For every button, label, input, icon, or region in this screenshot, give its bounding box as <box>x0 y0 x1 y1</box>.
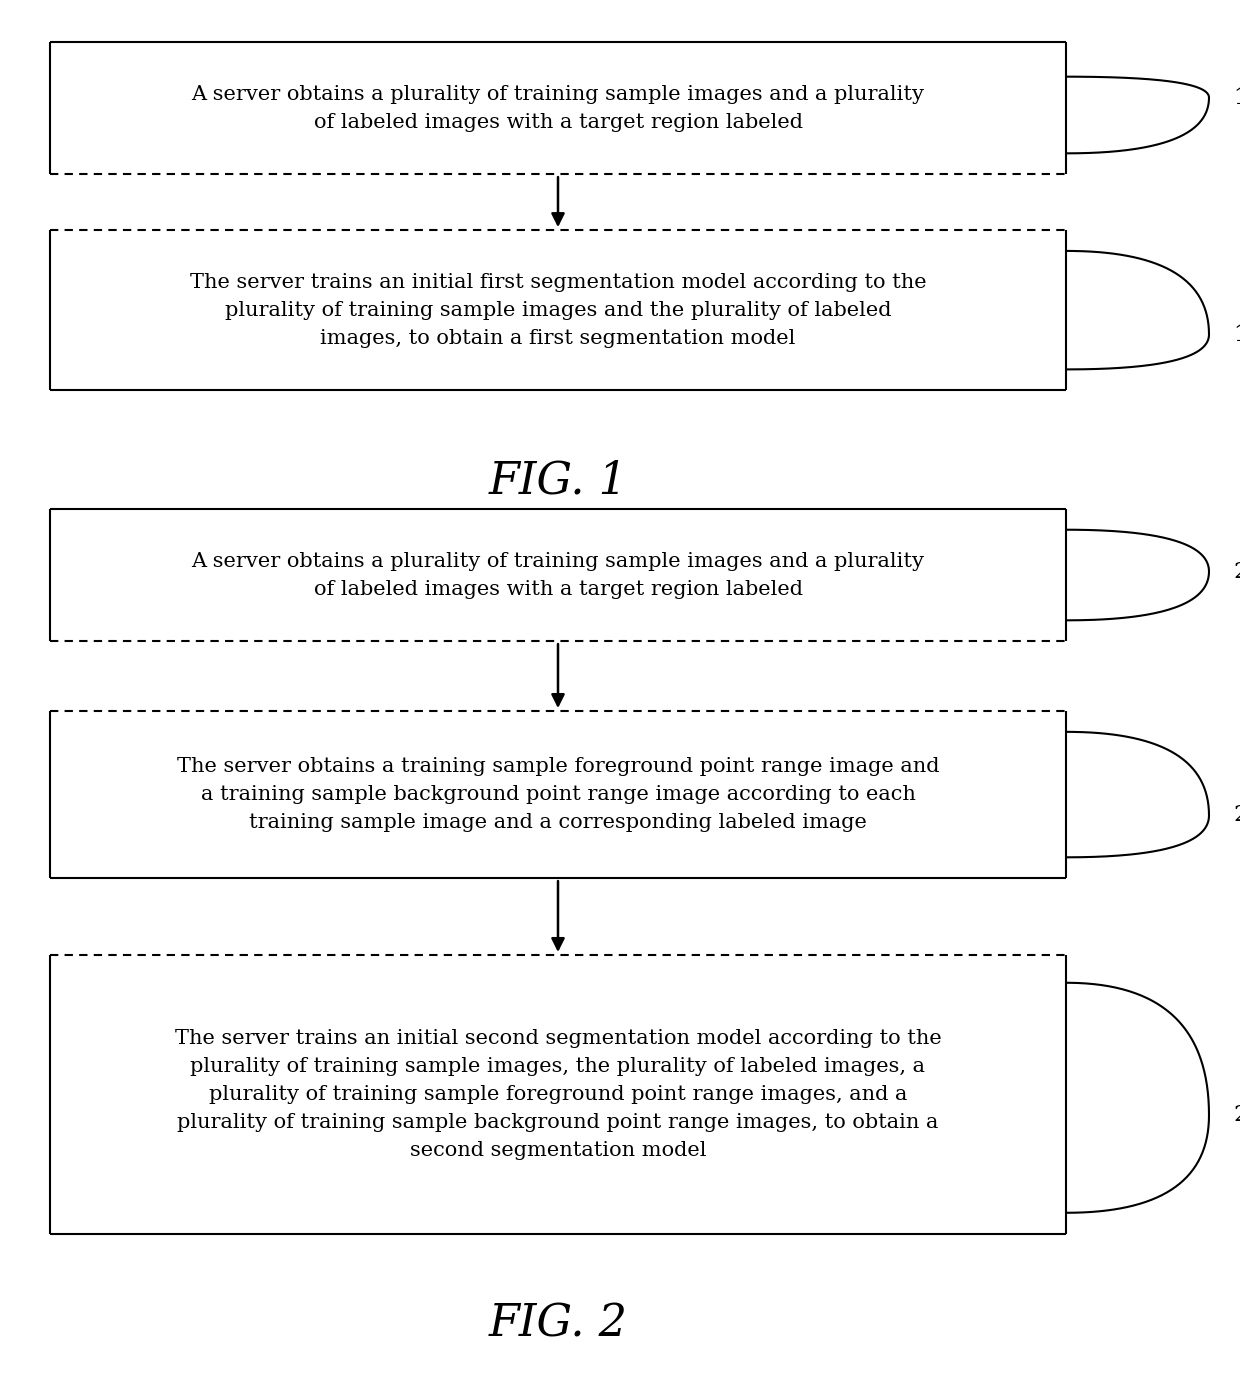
Text: The server trains an initial second segmentation model according to the
pluralit: The server trains an initial second segm… <box>175 1029 941 1160</box>
Bar <box>50 509 1066 641</box>
Text: 201: 201 <box>1234 560 1240 583</box>
Bar <box>50 955 1066 1234</box>
Bar <box>50 711 1066 878</box>
Text: 101: 101 <box>1234 86 1240 109</box>
Text: FIG. 1: FIG. 1 <box>489 460 627 502</box>
Text: 203: 203 <box>1234 1104 1240 1126</box>
Bar <box>50 42 1066 174</box>
Text: 202: 202 <box>1234 804 1240 827</box>
Text: A server obtains a plurality of training sample images and a plurality
of labele: A server obtains a plurality of training… <box>191 552 925 598</box>
Bar <box>50 230 1066 390</box>
Text: FIG. 2: FIG. 2 <box>489 1303 627 1345</box>
Text: A server obtains a plurality of training sample images and a plurality
of labele: A server obtains a plurality of training… <box>191 85 925 131</box>
Text: 102: 102 <box>1234 323 1240 346</box>
Text: The server trains an initial first segmentation model according to the
plurality: The server trains an initial first segme… <box>190 273 926 347</box>
Text: The server obtains a training sample foreground point range image and
a training: The server obtains a training sample for… <box>177 757 939 832</box>
